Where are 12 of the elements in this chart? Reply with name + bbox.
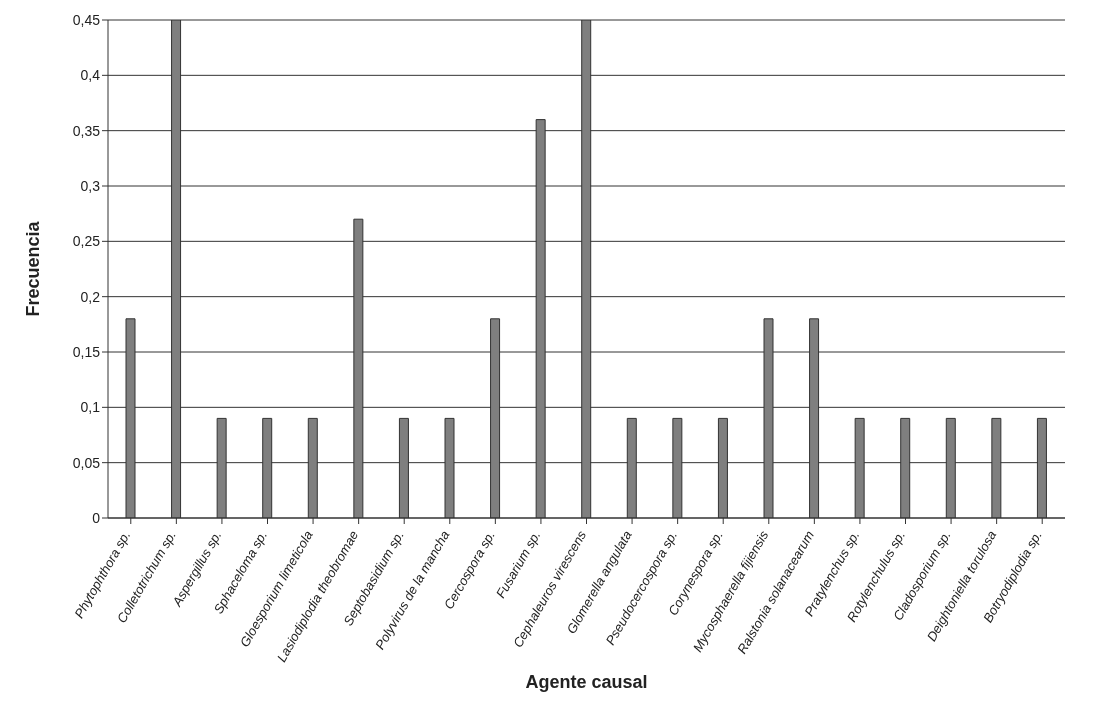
- y-tick-label: 0,3: [80, 177, 101, 194]
- y-tick-label: 0,4: [80, 67, 101, 84]
- y-tick-label: 0,1: [80, 399, 101, 416]
- y-tick-label: 0,25: [72, 233, 101, 250]
- y-tick-label: 0: [92, 509, 101, 526]
- y-axis-title: Frecuencia: [23, 220, 44, 317]
- y-tick-label: 0,15: [72, 343, 101, 360]
- y-tick-label: 0,05: [72, 454, 101, 471]
- x-axis-title: Agente causal: [525, 672, 648, 692]
- y-tick-label: 0,45: [72, 11, 101, 28]
- y-tick-label: 0,2: [80, 288, 101, 305]
- y-tick-label: 0,35: [72, 122, 101, 139]
